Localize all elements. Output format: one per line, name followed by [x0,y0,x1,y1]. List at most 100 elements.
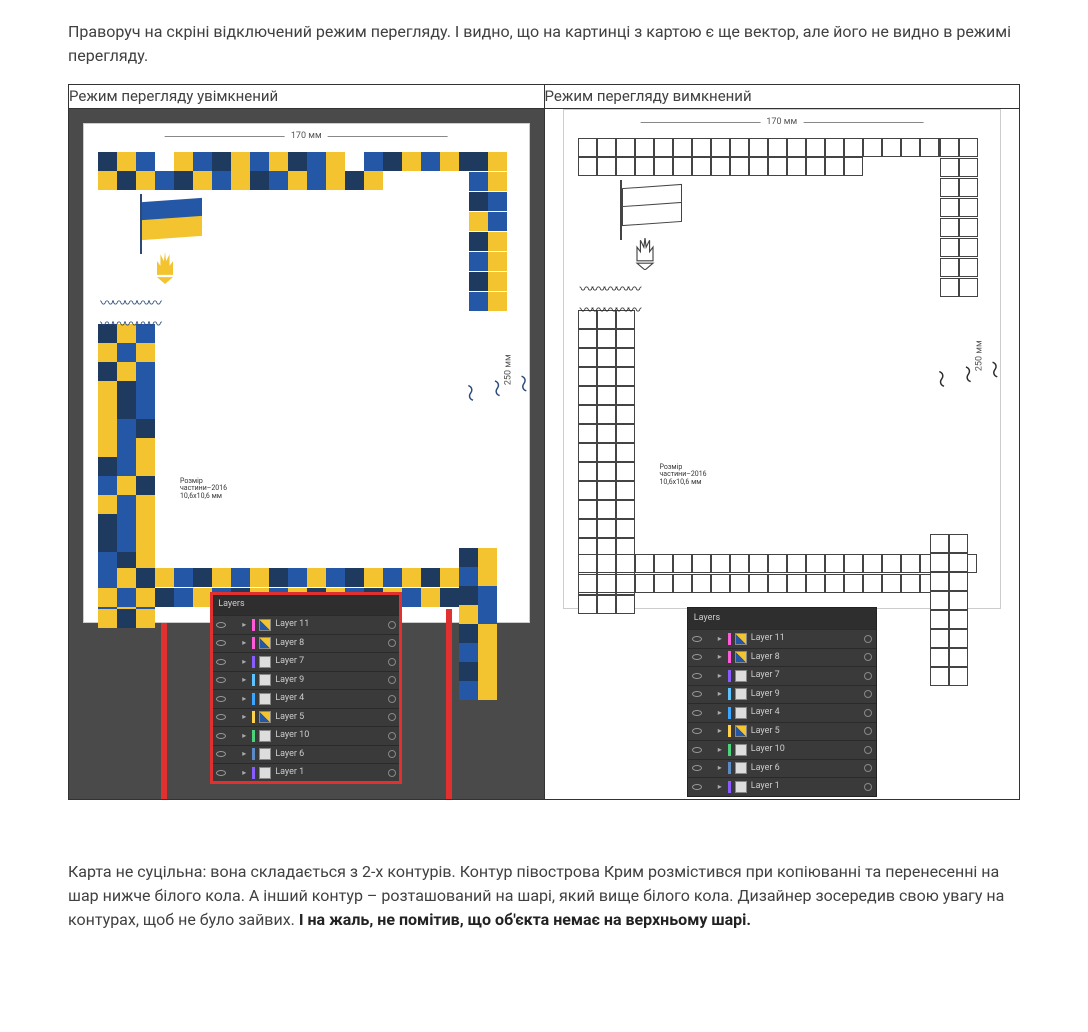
layer-row[interactable]: ▸Layer 7 [688,666,876,685]
visibility-icon[interactable] [216,714,226,720]
pattern-tile [616,367,635,386]
layer-row[interactable]: ▸Layer 5 [212,708,400,727]
layer-row[interactable]: ▸Layer 11 [212,615,400,634]
target-icon[interactable] [388,639,396,647]
target-icon[interactable] [388,769,396,777]
layer-row[interactable]: ▸Layer 10 [212,726,400,745]
pattern-tile [959,258,978,277]
target-icon[interactable] [864,764,872,772]
layer-thumbnail [735,707,747,719]
target-icon[interactable] [388,695,396,703]
pattern-tile [98,588,117,607]
layer-row[interactable]: ▸Layer 7 [212,652,400,671]
layer-row[interactable]: ▸Layer 6 [212,745,400,764]
target-icon[interactable] [864,635,872,643]
target-icon[interactable] [864,672,872,680]
target-icon[interactable] [388,621,396,629]
target-icon[interactable] [864,709,872,717]
expand-icon[interactable]: ▸ [718,781,724,793]
visibility-icon[interactable] [692,691,702,697]
expand-icon[interactable]: ▸ [718,633,724,645]
layer-thumbnail [259,674,271,686]
target-icon[interactable] [388,750,396,758]
layer-row[interactable]: ▸Layer 11 [688,629,876,648]
visibility-icon[interactable] [216,733,226,739]
expand-icon[interactable]: ▸ [718,670,724,682]
visibility-icon[interactable] [216,640,226,646]
expand-icon[interactable]: ▸ [718,762,724,774]
pattern-tile [174,152,193,171]
visibility-icon[interactable] [692,673,702,679]
target-icon[interactable] [864,653,872,661]
visibility-icon[interactable] [692,784,702,790]
visibility-icon[interactable] [692,747,702,753]
expand-icon[interactable]: ▸ [242,674,248,686]
target-icon[interactable] [864,727,872,735]
target-icon[interactable] [388,676,396,684]
layer-row[interactable]: ▸Layer 8 [688,648,876,667]
expand-icon[interactable]: ▸ [718,725,724,737]
pattern-tile [117,476,136,495]
layers-panel[interactable]: Layers ▸Layer 11▸Layer 8▸Layer 7▸Layer 9… [211,593,401,783]
target-icon[interactable] [388,658,396,666]
pattern-tile [98,343,117,362]
visibility-icon[interactable] [216,622,226,628]
target-icon[interactable] [388,713,396,721]
visibility-icon[interactable] [216,696,226,702]
target-icon[interactable] [388,732,396,740]
pattern-tile [616,157,635,176]
pattern-tile [597,157,616,176]
pattern-tile [959,158,978,177]
layer-row[interactable]: ▸Layer 4 [688,703,876,722]
pattern-tile [844,138,863,157]
expand-icon[interactable]: ▸ [242,693,248,705]
target-icon[interactable] [864,783,872,791]
pattern-tile [231,171,250,190]
target-icon[interactable] [864,746,872,754]
visibility-icon[interactable] [216,751,226,757]
pattern-tile [597,462,616,481]
layer-row[interactable]: ▸Layer 1 [212,763,400,782]
expand-icon[interactable]: ▸ [242,767,248,779]
expand-icon[interactable]: ▸ [242,730,248,742]
layer-color-swatch [252,711,255,723]
expand-icon[interactable]: ▸ [242,711,248,723]
layer-name: Layer 9 [275,674,384,688]
visibility-icon[interactable] [216,677,226,683]
layer-thumbnail [259,730,271,742]
expand-icon[interactable]: ▸ [242,748,248,760]
expand-icon[interactable]: ▸ [718,688,724,700]
pattern-tile [616,500,635,519]
layer-row[interactable]: ▸Layer 5 [688,722,876,741]
visibility-icon[interactable] [692,765,702,771]
pattern-tile [136,438,155,457]
layer-row[interactable]: ▸ Layer 9 [212,671,400,690]
layer-row[interactable]: ▸Layer 1 [688,777,876,796]
pattern-tile [469,232,488,251]
expand-icon[interactable]: ▸ [718,744,724,756]
layer-row[interactable]: ▸Layer 8 [212,634,400,653]
expand-icon[interactable]: ▸ [242,656,248,668]
layer-row[interactable]: ▸Layer 9 [688,685,876,704]
expand-icon[interactable]: ▸ [242,637,248,649]
layers-panel[interactable]: Layers ▸Layer 11▸Layer 8▸Layer 7▸Layer 9… [687,607,877,797]
expand-icon[interactable]: ▸ [718,707,724,719]
layer-row[interactable]: ▸Layer 6 [688,759,876,778]
expand-icon[interactable]: ▸ [718,651,724,663]
layer-row[interactable]: ▸Layer 10 [688,740,876,759]
visibility-icon[interactable] [216,659,226,665]
pattern-tile [930,667,949,686]
pattern-tile [578,462,597,481]
visibility-icon[interactable] [692,636,702,642]
pattern-tile [136,495,155,514]
expand-icon[interactable]: ▸ [242,619,248,631]
layer-row[interactable]: ▸Layer 4 [212,689,400,708]
pattern-tile [136,476,155,495]
visibility-icon[interactable] [692,728,702,734]
target-icon[interactable] [864,690,872,698]
visibility-icon[interactable] [692,710,702,716]
pattern-tile [469,172,488,191]
pattern-tile [616,462,635,481]
visibility-icon[interactable] [692,654,702,660]
visibility-icon[interactable] [216,770,226,776]
